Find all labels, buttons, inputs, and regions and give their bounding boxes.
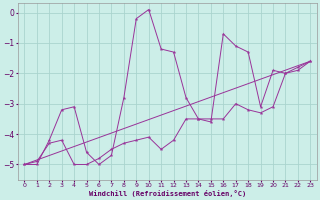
X-axis label: Windchill (Refroidissement éolien,°C): Windchill (Refroidissement éolien,°C)	[89, 190, 246, 197]
